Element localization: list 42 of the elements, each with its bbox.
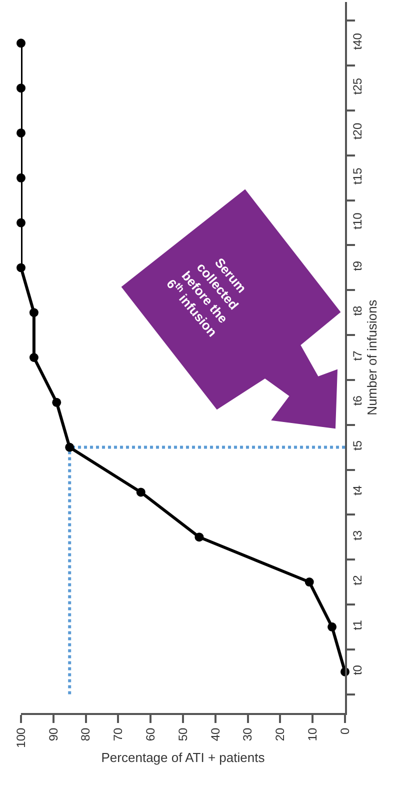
x-tick-label: 100 <box>14 727 28 748</box>
point <box>194 532 204 542</box>
point <box>29 353 38 362</box>
point <box>328 622 337 632</box>
point <box>304 578 314 587</box>
y-tick-label: t20 <box>350 122 364 140</box>
x-tick-label: 80 <box>78 727 93 742</box>
x-tick-label: 20 <box>273 727 288 742</box>
point <box>16 128 26 138</box>
point <box>16 263 26 272</box>
y-tick-label: t8 <box>350 305 364 316</box>
y-tick-label: t25 <box>350 78 364 95</box>
point <box>52 398 62 407</box>
y-tick-label: t5 <box>350 440 364 451</box>
point <box>16 38 26 48</box>
x-tick-label: 70 <box>111 727 126 742</box>
x-tick-label: 90 <box>46 727 60 742</box>
point <box>136 488 146 497</box>
x-axis-title: Percentage of ATI + patients <box>101 750 266 765</box>
point <box>65 442 74 452</box>
y-tick-label: t10 <box>350 212 364 230</box>
x-tick-label: 60 <box>144 727 158 742</box>
point <box>16 84 26 93</box>
y-tick-label: t15 <box>350 167 364 184</box>
x-tick-label: 40 <box>208 727 222 742</box>
y-tick-label: t3 <box>350 530 364 540</box>
y-tick-label: t2 <box>350 574 364 586</box>
x-tick-label: 50 <box>176 727 190 742</box>
y-tick-label: t6 <box>350 395 364 406</box>
y-tick-label: t0 <box>350 664 364 676</box>
y-tick-label: t1 <box>350 620 364 630</box>
point <box>16 218 26 228</box>
x-tick-label: 0 <box>338 727 352 734</box>
y-tick-label: t40 <box>350 32 364 50</box>
point <box>29 308 38 318</box>
y-axis-title: Number of infusions <box>364 299 380 416</box>
x-tick-label: 30 <box>240 727 255 742</box>
y-tick-label: t7 <box>350 350 364 361</box>
y-tick-label: t4 <box>350 485 364 496</box>
y-tick-label: t9 <box>350 260 364 271</box>
point <box>16 173 26 182</box>
x-tick-label: 10 <box>306 727 320 742</box>
